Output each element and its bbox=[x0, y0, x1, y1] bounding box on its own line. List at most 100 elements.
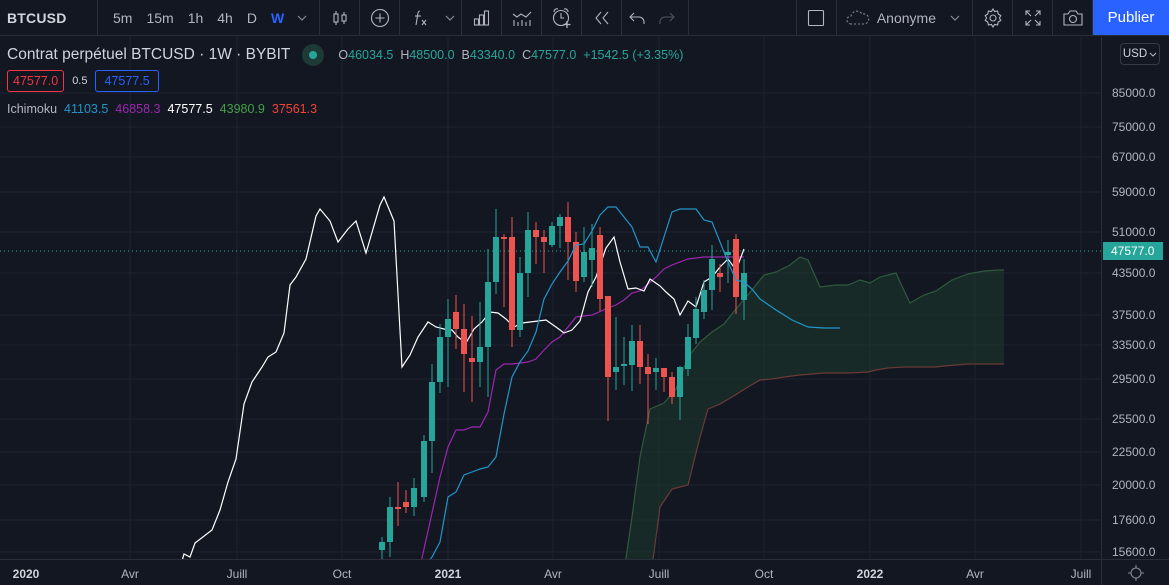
chart-pane[interactable] bbox=[0, 37, 1101, 559]
leading-span-b-value: 37561.3 bbox=[271, 102, 318, 116]
market-status-indicator[interactable] bbox=[302, 44, 325, 66]
candle-body bbox=[597, 235, 603, 299]
price-chart-canvas[interactable] bbox=[0, 37, 1101, 559]
candle-body bbox=[509, 237, 515, 330]
add-compare-icon bbox=[370, 8, 389, 28]
candle-body bbox=[429, 382, 435, 441]
financials-button[interactable] bbox=[462, 0, 501, 36]
candle-body bbox=[549, 226, 555, 245]
candle-body bbox=[541, 237, 547, 242]
settings-button[interactable] bbox=[973, 0, 1012, 36]
redo-button[interactable] bbox=[652, 0, 682, 36]
interval-1w[interactable]: W bbox=[270, 10, 285, 26]
change-value: +1542.5 (+3.35%) bbox=[583, 48, 684, 62]
interval-4h[interactable]: 4h bbox=[217, 10, 233, 26]
price-tick: 67000.0 bbox=[1112, 150, 1156, 164]
toolbar-spacer bbox=[689, 0, 797, 35]
interval-5m[interactable]: 5m bbox=[113, 10, 133, 26]
indicators-button[interactable] bbox=[400, 0, 439, 36]
chevron-down-icon bbox=[445, 15, 455, 21]
candle-body bbox=[565, 217, 571, 242]
candle-body bbox=[741, 273, 747, 300]
square-layout-icon bbox=[808, 9, 825, 27]
camera-icon bbox=[1062, 10, 1083, 26]
publish-button[interactable]: Publier bbox=[1093, 0, 1169, 35]
fullscreen-group bbox=[1013, 0, 1053, 36]
symbol-search-button[interactable]: BTCUSD bbox=[0, 0, 98, 36]
chevron-down-icon bbox=[950, 15, 960, 21]
chart-type-group bbox=[320, 0, 361, 36]
gear-icon bbox=[983, 7, 1002, 29]
time-axis[interactable]: 2020 Avr Juill Oct 2021 Avr Juill Oct 2022 Avr Jui… bbox=[0, 559, 1101, 585]
layout-name-dropdown[interactable]: Anonyme bbox=[837, 0, 973, 36]
layout-name: Anonyme bbox=[876, 10, 936, 26]
time-tick: Oct bbox=[332, 567, 352, 581]
snapshot-group bbox=[1053, 0, 1093, 36]
interval-1h[interactable]: 1h bbox=[187, 10, 204, 26]
indicators-dropdown-button[interactable] bbox=[439, 15, 461, 21]
candle-body bbox=[669, 377, 675, 397]
candle-body bbox=[653, 368, 659, 372]
tenkan-value: 41103.5 bbox=[64, 102, 109, 116]
interval-15m[interactable]: 15m bbox=[146, 10, 174, 26]
sell-button[interactable]: 47577.0 bbox=[7, 70, 65, 92]
candle-body bbox=[453, 312, 459, 329]
price-tick: 33500.0 bbox=[1112, 338, 1156, 352]
candle-body bbox=[437, 337, 443, 382]
financials-bar-icon bbox=[473, 10, 489, 26]
price-tick: 75000.0 bbox=[1112, 120, 1156, 134]
candle-body bbox=[421, 441, 427, 497]
candle-body bbox=[589, 248, 595, 260]
tenkan-line bbox=[429, 206, 840, 559]
candle-body bbox=[637, 341, 643, 367]
price-tick: 37500.0 bbox=[1112, 308, 1156, 322]
time-tick: Juill bbox=[648, 567, 670, 581]
indicators-fx-icon bbox=[414, 10, 427, 26]
templates-button[interactable] bbox=[502, 0, 541, 36]
indicator-name: Ichimoku bbox=[7, 102, 58, 116]
create-alert-button[interactable] bbox=[542, 0, 581, 36]
candle-body bbox=[581, 252, 587, 277]
candle-body bbox=[645, 367, 651, 374]
candle-body bbox=[709, 259, 715, 290]
price-axis[interactable]: USD 85000.0 75000.0 67000.0 59000.0 51000.0 4… bbox=[1101, 37, 1169, 559]
price-tick: 59000.0 bbox=[1112, 185, 1156, 199]
replay-button[interactable] bbox=[582, 0, 621, 36]
close-key: C bbox=[522, 48, 532, 62]
templates-icon bbox=[512, 11, 532, 26]
market-open-dot-icon bbox=[309, 51, 318, 59]
candle-body bbox=[517, 273, 523, 330]
trade-buttons: 47577.0 0.5 47577.5 bbox=[7, 70, 159, 92]
low-value: 43340.0 bbox=[469, 48, 516, 62]
candle-body bbox=[629, 341, 635, 365]
chevron-down-icon bbox=[1149, 52, 1157, 57]
currency-selector[interactable]: USD bbox=[1120, 43, 1160, 65]
price-tick: 25500.0 bbox=[1112, 412, 1156, 426]
candle-body bbox=[605, 296, 611, 377]
interval-1d[interactable]: D bbox=[246, 10, 257, 26]
templates-group bbox=[502, 0, 543, 36]
time-tick: 2021 bbox=[434, 567, 462, 581]
lagging-span-value: 47577.5 bbox=[167, 102, 213, 116]
compare-button[interactable] bbox=[360, 0, 399, 36]
undo-button[interactable] bbox=[622, 0, 652, 36]
ichimoku-legend[interactable]: Ichimoku 41103.5 46858.3 47577.5 43980.9… bbox=[7, 102, 317, 116]
indicators-group bbox=[400, 0, 463, 36]
layout-select-button[interactable] bbox=[797, 0, 836, 36]
buy-button[interactable]: 47577.5 bbox=[95, 70, 159, 92]
price-tick: 29500.0 bbox=[1112, 372, 1156, 386]
symbol-title[interactable]: Contrat perpétuel BTCUSD · 1W · BYBIT bbox=[7, 46, 291, 63]
spread-value: 0.5 bbox=[72, 75, 88, 87]
snapshot-button[interactable] bbox=[1053, 0, 1092, 36]
replay-group bbox=[582, 0, 623, 36]
chart-type-button[interactable] bbox=[320, 0, 359, 36]
alert-clock-icon bbox=[552, 8, 571, 28]
interval-dropdown-button[interactable] bbox=[291, 15, 313, 21]
scale-settings-button[interactable] bbox=[1101, 559, 1169, 585]
candle-body bbox=[717, 273, 723, 277]
candle-body bbox=[485, 282, 491, 347]
fullscreen-button[interactable] bbox=[1013, 0, 1052, 36]
candle-body bbox=[677, 367, 683, 397]
time-tick: Juill bbox=[1070, 567, 1092, 581]
compare-group bbox=[360, 0, 401, 36]
